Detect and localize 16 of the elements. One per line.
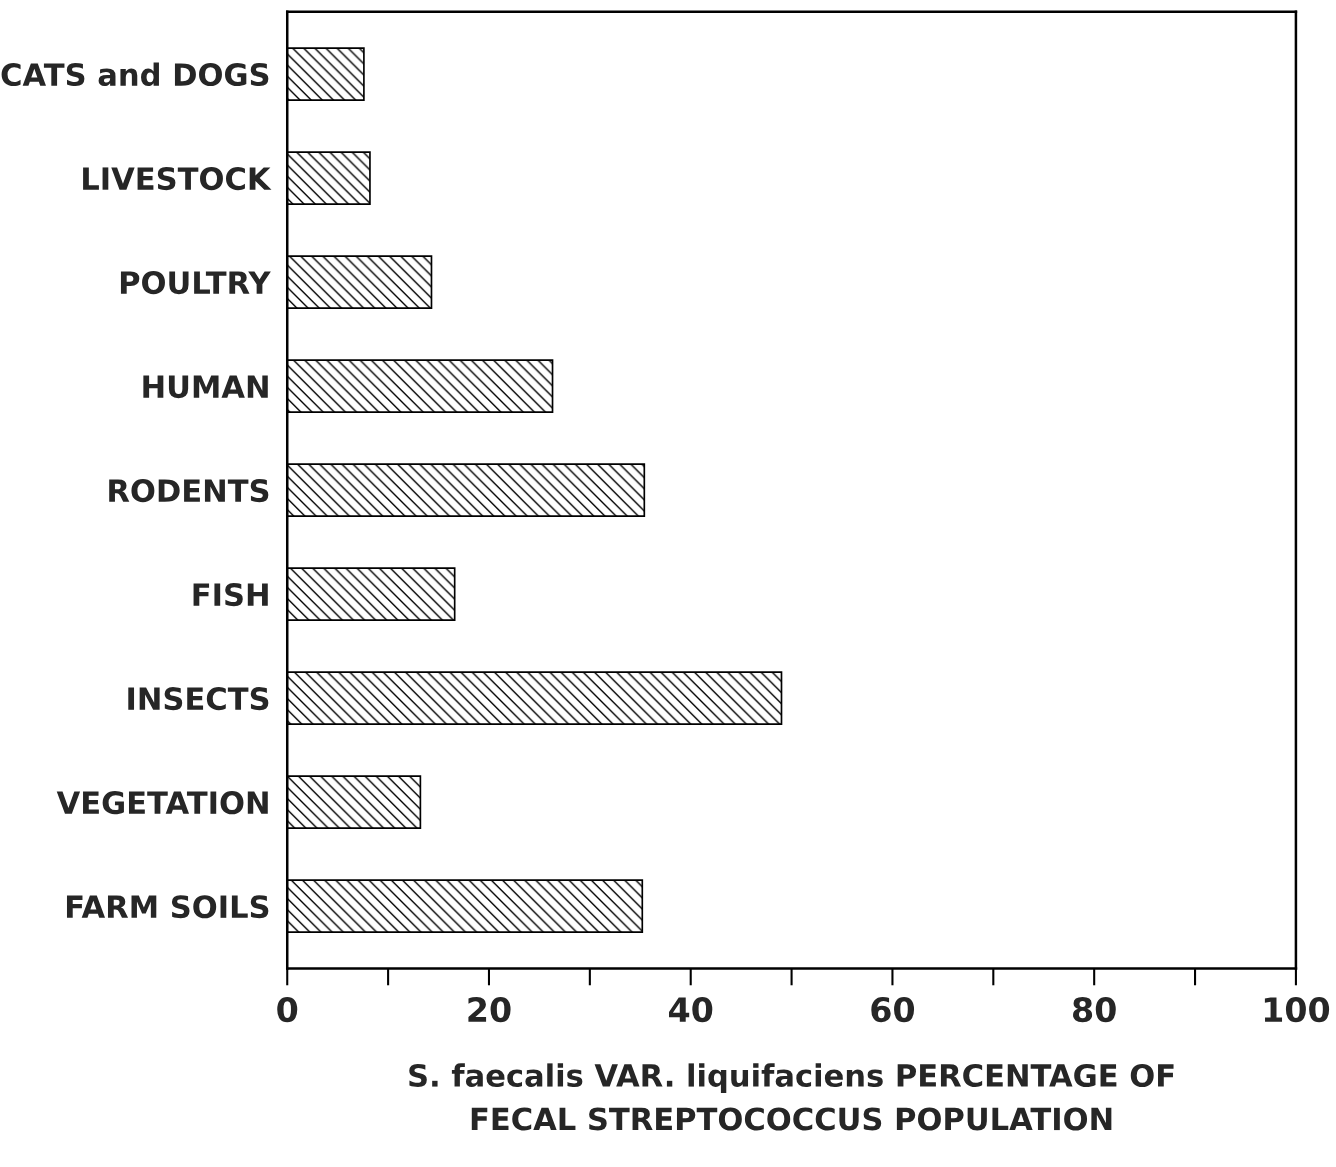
x-tick-label: 60 — [871, 996, 915, 1023]
x-tick-label: 80 — [1073, 996, 1116, 1023]
y-tick-label: FARM SOILS — [66, 895, 269, 919]
x-tick-label: 40 — [669, 996, 713, 1023]
y-tick-label: INSECTS — [128, 687, 269, 711]
y-tick-label: POULTRY — [120, 271, 271, 295]
y-tick-label: HUMAN — [143, 375, 268, 399]
y-tick-label: LIVESTOCK — [83, 167, 272, 191]
x-tick-label: 100 — [1264, 996, 1330, 1023]
x-tick-label: 0 — [277, 996, 298, 1023]
y-tick-label: RODENTS — [109, 479, 269, 503]
y-tick-label: CATS and DOGS — [1, 62, 269, 87]
x-tick-label: 20 — [468, 996, 511, 1023]
x-axis-title: S. faecalis VAR. liquifaciens PERCENTAGE OF FECAL STREPTOCOCCUS POPULATION — [409, 1063, 1174, 1131]
y-tick-label: FISH — [193, 583, 268, 607]
y-tick-label: VEGETATION — [56, 791, 268, 815]
